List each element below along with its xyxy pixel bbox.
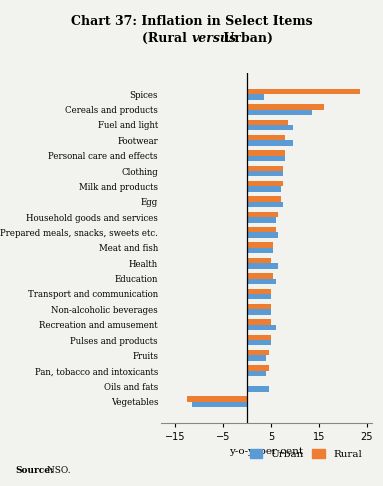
- Text: (Rural versus Urban): (Rural versus Urban): [117, 32, 266, 45]
- Bar: [247, 181, 283, 187]
- Bar: [247, 109, 312, 115]
- Bar: [247, 120, 288, 125]
- Text: Urban): Urban): [219, 32, 273, 45]
- Legend: Urban, Rural: Urban, Rural: [246, 445, 366, 463]
- Bar: [247, 232, 278, 238]
- Bar: [247, 248, 273, 253]
- Bar: [247, 212, 278, 217]
- Bar: [247, 94, 264, 100]
- Bar: [247, 278, 276, 284]
- Bar: [247, 187, 280, 192]
- Bar: [247, 258, 271, 263]
- Bar: [187, 396, 247, 401]
- Bar: [247, 294, 271, 299]
- Bar: [247, 386, 268, 392]
- Bar: [247, 365, 268, 371]
- Bar: [247, 166, 283, 171]
- Bar: [247, 263, 278, 269]
- Bar: [247, 171, 283, 176]
- Bar: [247, 335, 271, 340]
- Bar: [247, 325, 276, 330]
- Bar: [247, 243, 273, 248]
- Bar: [247, 309, 271, 315]
- Text: (Rural: (Rural: [142, 32, 192, 45]
- Bar: [247, 273, 273, 278]
- Bar: [247, 125, 293, 130]
- Bar: [192, 401, 247, 407]
- Text: Source:: Source:: [15, 466, 54, 475]
- Bar: [247, 304, 271, 309]
- Bar: [247, 135, 285, 140]
- Bar: [247, 289, 271, 294]
- Text: Chart 37: Inflation in Select Items: Chart 37: Inflation in Select Items: [71, 15, 312, 28]
- Bar: [247, 156, 285, 161]
- Bar: [247, 319, 271, 325]
- Bar: [247, 202, 283, 207]
- Text: versus: versus: [192, 32, 236, 45]
- Bar: [247, 196, 280, 202]
- Bar: [247, 227, 276, 232]
- Bar: [247, 371, 266, 376]
- Bar: [247, 150, 285, 156]
- X-axis label: y-o-y, per cent: y-o-y, per cent: [229, 448, 303, 456]
- Bar: [247, 89, 360, 94]
- Bar: [247, 340, 271, 346]
- Text: NSO.: NSO.: [44, 466, 71, 475]
- Bar: [247, 217, 276, 223]
- Bar: [247, 355, 266, 361]
- Bar: [247, 140, 293, 146]
- Bar: [247, 104, 324, 109]
- Bar: [247, 350, 268, 355]
